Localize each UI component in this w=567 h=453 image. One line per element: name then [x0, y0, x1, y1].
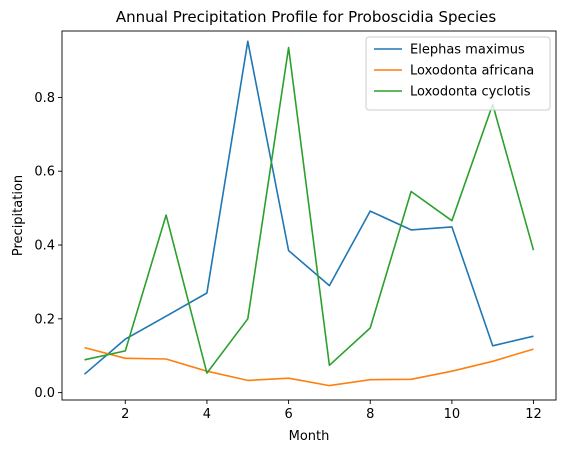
legend-box [365, 36, 551, 111]
x-tick-label: 12 [525, 407, 542, 422]
legend-entry: Loxodonta africana [410, 64, 534, 79]
series-line-3 [84, 46, 535, 374]
y-axis-label: Precipitation [11, 175, 26, 256]
x-tick-label: 8 [366, 407, 374, 422]
y-tick-label: 0.4 [34, 239, 55, 254]
axis-ticks: 2 4 6 8 10 12 0.0 0.2 0.4 0.6 0.8 [34, 91, 542, 422]
x-tick-label: 2 [121, 407, 129, 422]
series-line-2 [84, 346, 534, 387]
y-tick-label: 0.8 [34, 91, 55, 106]
y-tick-label: 0.0 [34, 386, 55, 401]
y-tick-label: 0.6 [34, 165, 55, 180]
chart-title: Annual Precipitation Profile for Probosc… [116, 8, 497, 26]
legend: Elephas maximus Loxodonta africana Loxodon… [365, 36, 551, 111]
y-tick-label: 0.2 [34, 312, 55, 327]
x-tick-label: 6 [284, 407, 292, 422]
legend-entry: Elephas maximus [410, 43, 525, 58]
plot-frame [61, 30, 557, 401]
series-line-1 [83, 40, 534, 375]
x-tick-label: 4 [203, 407, 211, 422]
plot-area [83, 40, 535, 387]
x-axis-label: Month [289, 429, 330, 444]
x-tick-label: 10 [444, 407, 461, 422]
legend-entry: Loxodonta cyclotis [410, 85, 531, 100]
